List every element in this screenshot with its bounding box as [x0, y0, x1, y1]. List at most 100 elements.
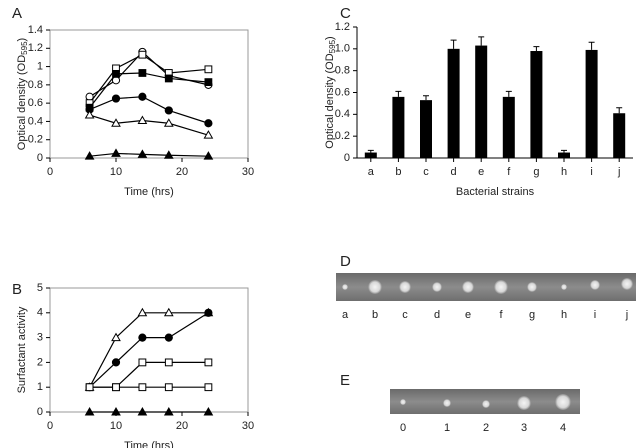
marker [84, 151, 95, 160]
y-label-part: 595 [328, 39, 337, 53]
marker [137, 149, 148, 158]
x-tick-label: 10 [110, 166, 122, 178]
y-tick-label: 0.8 [335, 65, 350, 77]
y-label-part: ) [16, 38, 28, 42]
marker [138, 69, 147, 77]
y-tick-label: 0.4 [335, 108, 350, 120]
panel-label: E [340, 372, 350, 389]
bar [364, 152, 377, 158]
series-line [89, 361, 209, 388]
spots [342, 278, 633, 294]
marker [111, 118, 121, 127]
bar [613, 113, 626, 158]
error-bar [395, 90, 402, 97]
marker [164, 74, 173, 83]
marker [204, 383, 213, 392]
marker [203, 130, 214, 139]
spot-label: 4 [560, 422, 566, 434]
x-tick-label: 0 [47, 166, 53, 178]
marker [112, 383, 120, 392]
y-label-part: Surfactant activity [16, 306, 28, 393]
x-axis-label: Time (hrs) [124, 186, 174, 198]
x-tick-label: 0 [47, 420, 53, 432]
y-tick-label: 0.4 [28, 115, 43, 127]
bar [420, 100, 432, 158]
x-tick-label: d [451, 166, 457, 178]
x-tick-label: h [561, 166, 567, 178]
error-bar [367, 149, 374, 153]
spot-label: g [529, 309, 535, 321]
y-tick-label: 1.4 [28, 24, 43, 36]
marker [138, 50, 147, 59]
spot-label: f [499, 309, 503, 321]
marker [164, 383, 173, 392]
marker [164, 333, 173, 342]
y-tick-label: 0 [37, 152, 43, 164]
y-label-part: ) [324, 36, 336, 40]
marker [138, 358, 147, 367]
y-tick-label: 0.8 [28, 79, 43, 91]
y-tick-label: 1.2 [335, 21, 350, 33]
x-tick-label: g [533, 166, 539, 178]
error-bar [423, 95, 429, 101]
panel-label: B [12, 281, 22, 298]
x-axis-label: Bacterial strains [456, 186, 535, 198]
error-bar [478, 36, 485, 46]
x-tick-label: 30 [242, 420, 254, 432]
marker [111, 406, 121, 416]
y-axis-label: Surfactant activity [16, 306, 28, 393]
spot-label: d [434, 309, 440, 321]
spot-label: e [465, 309, 471, 321]
error-bar [616, 107, 623, 114]
spot-label: h [561, 309, 567, 321]
marker [138, 333, 147, 342]
plot-frame [49, 287, 249, 413]
marker [111, 332, 121, 342]
y-tick-label: 0.2 [335, 130, 350, 142]
marker [138, 383, 147, 392]
bar [502, 96, 515, 158]
spot-label: j [625, 309, 628, 321]
marker [204, 308, 213, 317]
marker [138, 92, 147, 101]
marker [164, 358, 173, 367]
y-label-part: 595 [20, 41, 29, 55]
spot-label: a [342, 309, 349, 321]
bar [585, 49, 598, 158]
spot-label: 2 [483, 422, 489, 434]
error-bar [561, 149, 567, 153]
spot-label: c [402, 309, 408, 321]
marker [204, 119, 213, 128]
x-tick-label: e [478, 166, 484, 178]
panel-label: A [12, 5, 22, 22]
y-tick-label: 0 [344, 152, 350, 164]
y-tick-label: 1 [37, 381, 43, 393]
spot-label: b [372, 309, 378, 321]
error-bar [450, 39, 457, 49]
bar [558, 152, 570, 158]
bar [530, 51, 543, 159]
series-line [89, 152, 209, 157]
bar [475, 45, 488, 158]
panel-label: D [340, 253, 351, 270]
spot-label: 1 [444, 422, 450, 434]
error-bar [505, 90, 512, 97]
y-tick-label: 1.0 [335, 43, 350, 55]
x-axis-label: Time (hrs) [124, 440, 174, 448]
x-tick-label: j [617, 166, 620, 178]
y-label-part: Optical density (OD [324, 53, 336, 148]
marker [203, 151, 214, 160]
spot-label: 0 [400, 422, 406, 434]
y-tick-label: 1.2 [28, 42, 43, 54]
error-bar [533, 46, 540, 52]
y-axis-label: Optical density (OD595) [16, 38, 29, 150]
y-tick-label: 0 [37, 406, 43, 418]
x-tick-label: 20 [176, 420, 188, 432]
marker [111, 358, 121, 367]
y-tick-label: 2 [37, 356, 43, 368]
series-line [89, 96, 209, 124]
marker [137, 115, 148, 125]
plot-frame [49, 29, 249, 159]
marker [111, 148, 121, 157]
